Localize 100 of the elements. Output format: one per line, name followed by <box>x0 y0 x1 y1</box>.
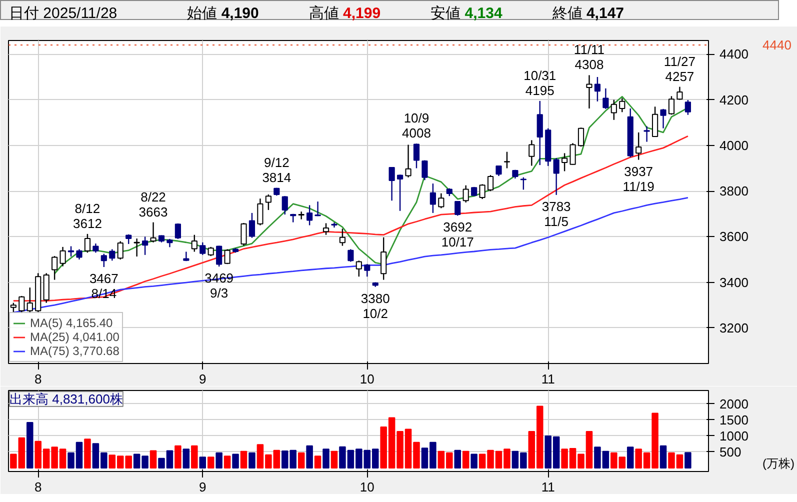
bar <box>191 445 198 468</box>
annotation: 10/9 4008 <box>402 110 431 141</box>
bar <box>298 452 305 468</box>
annotation: 3783 11/5 <box>542 198 571 229</box>
candlestick <box>52 255 58 280</box>
candlestick <box>248 212 256 238</box>
bar <box>314 456 322 468</box>
bar <box>240 450 248 468</box>
candlestick <box>126 234 132 245</box>
candlestick <box>668 96 675 116</box>
candlestick <box>586 74 592 110</box>
bar <box>224 456 231 468</box>
bar <box>182 448 190 468</box>
candlestick <box>570 142 576 166</box>
candlestick <box>298 210 304 220</box>
annotation: 9/12 3814 <box>262 154 292 185</box>
candlestick <box>117 240 124 260</box>
candlestick <box>109 248 116 262</box>
candlestick <box>602 88 609 110</box>
text: 終値 4,147 <box>552 5 624 22</box>
candlestick <box>610 99 617 120</box>
candlestick <box>504 151 510 169</box>
candlestick <box>100 253 107 268</box>
bar <box>199 456 206 468</box>
text: 始値 4,190 <box>187 5 259 22</box>
y-tick-label: 4000 <box>720 138 748 153</box>
candlestick <box>322 222 330 236</box>
candlestick <box>84 233 91 254</box>
legend-label: MA(5) 4,165.40 <box>30 316 113 330</box>
candlestick <box>314 200 321 217</box>
bar <box>232 454 239 468</box>
candlestick <box>265 194 272 211</box>
candlestick <box>282 195 288 216</box>
y-tick-label: 4400 <box>720 46 748 62</box>
y-tick-label: 3400 <box>720 274 748 290</box>
candlestick <box>413 143 420 169</box>
ref-line-label: 4440 <box>762 38 792 53</box>
annotation: 8/22 3663 <box>138 189 168 220</box>
text: 高値 4,199 <box>308 5 381 22</box>
x-tick-label: 11 <box>541 372 555 386</box>
candlestick <box>216 245 222 268</box>
candlestick <box>553 157 560 196</box>
candlestick <box>652 106 658 138</box>
candlestick <box>578 127 584 148</box>
y-tick-label: 1500 <box>720 412 748 428</box>
candlestick <box>257 198 264 226</box>
bar <box>322 448 330 468</box>
candlestick <box>134 238 140 258</box>
x-tick-label: 9 <box>199 372 206 386</box>
y-tick-label: 3600 <box>720 229 748 244</box>
bar <box>470 454 478 468</box>
y-tick-label: 1000 <box>720 428 748 444</box>
candlestick <box>306 204 313 226</box>
bar <box>462 450 470 468</box>
annotation: 3380 10/2 <box>360 290 390 321</box>
bar <box>26 422 34 468</box>
candlestick <box>364 263 370 278</box>
chart-title: 日付 2025/11/28 <box>9 5 118 22</box>
candlestick <box>487 174 494 192</box>
bar <box>454 450 461 468</box>
y-axis-title: (万株) <box>762 456 794 470</box>
candlestick <box>380 236 387 280</box>
candlestick <box>462 184 469 204</box>
candlestick <box>676 86 683 100</box>
annotation: 8/12 3612 <box>73 200 102 231</box>
bar <box>174 445 182 468</box>
candlestick <box>356 260 362 278</box>
candlestick <box>644 126 650 142</box>
legend-label: MA(75) 3,770.68 <box>30 344 120 358</box>
y-tick-label: 4200 <box>720 92 748 108</box>
legend-label: MA(25) 4,041.00 <box>30 330 120 344</box>
candlestick <box>240 222 247 246</box>
candlestick <box>92 242 99 254</box>
candlestick <box>191 234 198 252</box>
bar <box>626 446 634 468</box>
candlestick <box>528 140 535 166</box>
candlestick <box>479 184 486 200</box>
candlestick <box>208 246 214 257</box>
bar <box>84 438 91 468</box>
candlestick <box>150 222 156 243</box>
candlestick <box>536 100 543 166</box>
candlestick <box>60 246 66 267</box>
annotation: 3692 10/17 <box>441 220 474 250</box>
x-tick-label: 8 <box>34 480 42 494</box>
candlestick <box>438 192 444 209</box>
bar <box>216 452 222 468</box>
candlestick <box>388 166 395 202</box>
y-tick-label: 3800 <box>720 184 748 199</box>
candlestick <box>619 98 626 113</box>
candlestick <box>405 144 412 178</box>
candlestick <box>430 182 436 214</box>
y-tick-label: 3200 <box>720 320 748 336</box>
bar <box>150 450 157 468</box>
candlestick <box>142 236 148 256</box>
candlestick <box>174 222 181 240</box>
bar <box>306 445 313 468</box>
candlestick <box>594 76 601 102</box>
candlestick <box>684 99 691 116</box>
y-tick-label: 2000 <box>720 396 748 412</box>
candlestick <box>200 242 206 256</box>
